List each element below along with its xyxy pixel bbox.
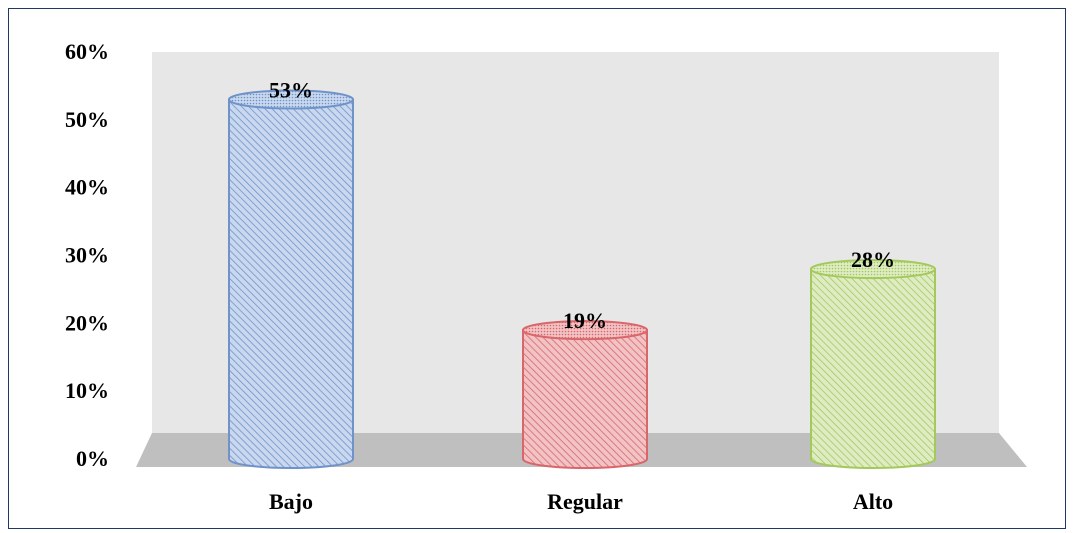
y-tick-label: 40%: [65, 175, 109, 200]
bar-alto: 28%: [810, 247, 936, 469]
chart-frame: 0% 10% 20% 30% 40% 50% 60% 53% 19% 28% Bajo Regul…: [8, 8, 1066, 529]
bar-top: [522, 320, 648, 341]
bar-top: [228, 89, 354, 110]
y-tick-label: 10%: [65, 378, 109, 403]
x-axis: Bajo Regular Alto: [269, 489, 893, 514]
bar-chart: 0% 10% 20% 30% 40% 50% 60% 53% 19% 28% Bajo Regul…: [65, 39, 1027, 514]
x-tick-label: Regular: [547, 489, 623, 514]
y-tick-label: 60%: [65, 39, 109, 64]
bar-regular: 19%: [522, 308, 648, 469]
y-tick-label: 50%: [65, 107, 109, 132]
bar-body: [228, 98, 354, 469]
x-tick-label: Alto: [853, 489, 893, 514]
y-tick-label: 0%: [76, 446, 109, 471]
bars: 53% 19% 28%: [228, 77, 936, 469]
x-tick-label: Bajo: [269, 489, 313, 514]
y-axis: 0% 10% 20% 30% 40% 50% 60%: [65, 39, 109, 471]
data-label: 28%: [851, 247, 895, 272]
y-tick-label: 30%: [65, 243, 109, 268]
bar-bajo: 53%: [228, 77, 354, 469]
y-tick-label: 20%: [65, 310, 109, 335]
data-label: 19%: [563, 308, 607, 333]
bar-body: [522, 329, 648, 469]
bar-body: [810, 268, 936, 469]
data-label: 53%: [269, 77, 313, 102]
bar-top: [810, 259, 936, 280]
